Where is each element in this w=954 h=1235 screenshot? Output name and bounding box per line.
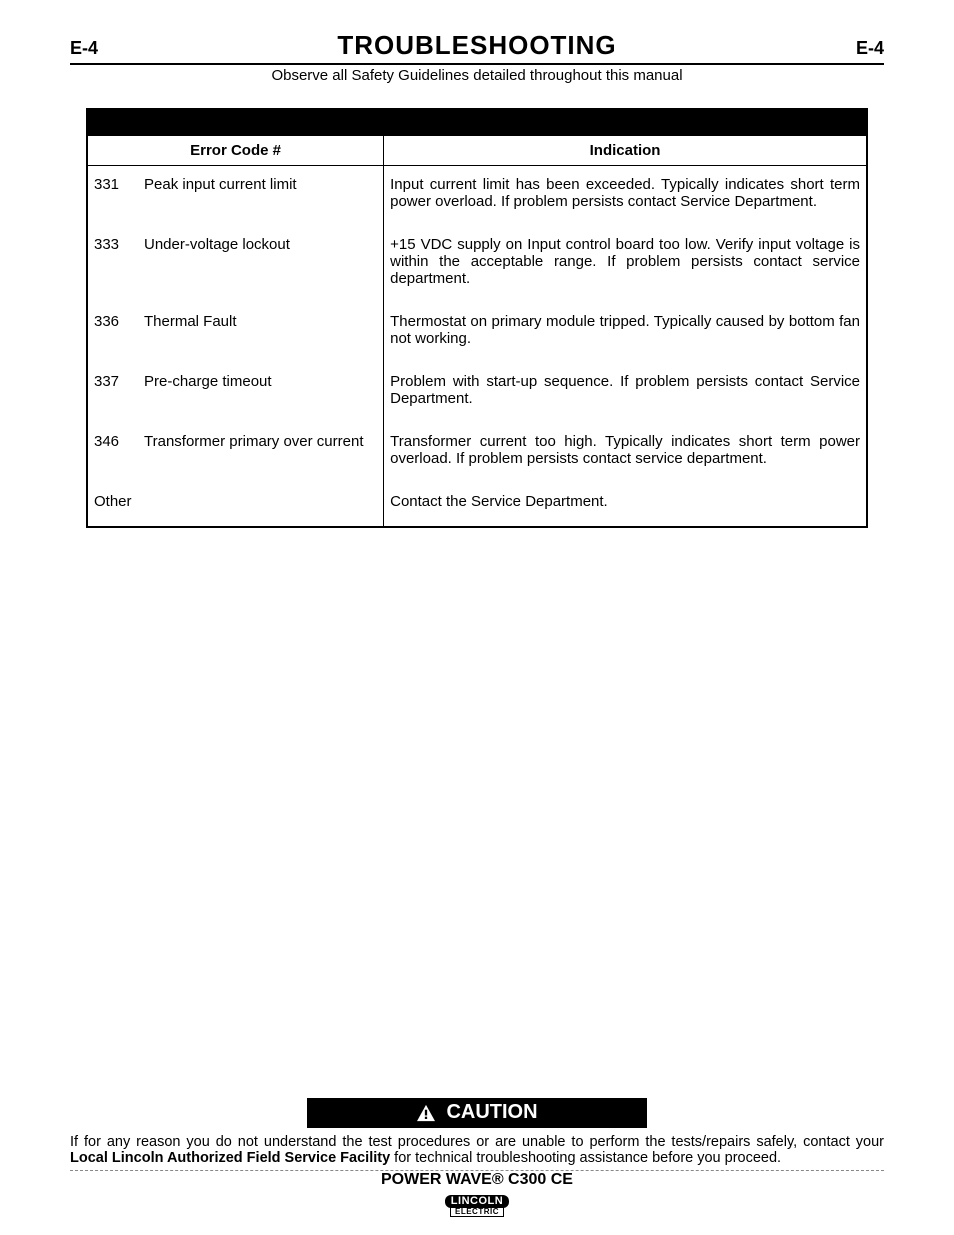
caution-section: CAUTION If for any reason you do not und…: [70, 1098, 884, 1171]
table-row: 333 Under-voltage lockout +15 VDC supply o…: [88, 226, 866, 303]
table-black-header-bar: [88, 110, 866, 136]
table-row: Other Contact the Service Department.: [88, 483, 866, 526]
table-body: 331 Peak input current limit Input current…: [88, 166, 866, 527]
page-number-left: E-4: [70, 38, 98, 59]
page-title: TROUBLESHOOTING: [337, 30, 616, 61]
logo-bottom-text: ELECTRIC: [450, 1207, 504, 1217]
caution-text-post: for technical troubleshooting assistance…: [390, 1150, 781, 1166]
table-row: 336 Thermal Fault Thermostat on primary mo…: [88, 303, 866, 363]
caution-text: If for any reason you do not understand …: [70, 1134, 884, 1171]
indication-cell: Problem with start-up sequence. If probl…: [384, 363, 866, 423]
indication-cell: Contact the Service Department.: [384, 483, 866, 526]
page-footer: POWER WAVE® C300 CE LINCOLN ELECTRIC: [0, 1171, 954, 1217]
error-code-cell: 331 Peak input current limit: [88, 166, 384, 227]
error-code-cell: 333 Under-voltage lockout: [88, 226, 384, 303]
error-code-table: Error Code # Indication 331 Peak input cu…: [88, 136, 866, 526]
caution-text-bold: Local Lincoln Authorized Field Service F…: [70, 1150, 390, 1166]
product-name: POWER WAVE® C300 CE: [0, 1171, 954, 1189]
indication-cell: Thermostat on primary module tripped. Ty…: [384, 303, 866, 363]
error-code-number: Other: [94, 493, 132, 510]
table-row: 331 Peak input current limit Input current…: [88, 166, 866, 227]
error-code-number: 346: [94, 433, 128, 450]
error-code-cell: 337 Pre-charge timeout: [88, 363, 384, 423]
page-subtitle: Observe all Safety Guidelines detailed t…: [70, 67, 884, 84]
indication-cell: Transformer current too high. Typically …: [384, 423, 866, 483]
error-code-name: Transformer primary over current: [144, 433, 364, 450]
caution-banner: CAUTION: [307, 1098, 647, 1128]
table-row: 337 Pre-charge timeout Problem with start-…: [88, 363, 866, 423]
error-code-number: 331: [94, 176, 128, 193]
warning-icon: [416, 1104, 436, 1122]
error-code-cell: 346 Transformer primary over current: [88, 423, 384, 483]
caution-label: CAUTION: [446, 1101, 537, 1124]
error-code-name: Under-voltage lockout: [144, 236, 290, 253]
error-code-name: Peak input current limit: [144, 176, 297, 193]
page-header: E-4 TROUBLESHOOTING E-4: [70, 30, 884, 65]
error-code-cell: Other: [88, 483, 384, 526]
table-header-row: Error Code # Indication: [88, 136, 866, 166]
caution-text-pre: If for any reason you do not understand …: [70, 1134, 884, 1150]
table-row: 346 Transformer primary over current Trans…: [88, 423, 866, 483]
header-indication: Indication: [384, 136, 866, 166]
error-code-name: Pre-charge timeout: [144, 373, 272, 390]
indication-cell: Input current limit has been exceeded. T…: [384, 166, 866, 227]
error-code-cell: 336 Thermal Fault: [88, 303, 384, 363]
header-error-code: Error Code #: [88, 136, 384, 166]
indication-cell: +15 VDC supply on Input control board to…: [384, 226, 866, 303]
brand-logo: LINCOLN ELECTRIC: [445, 1191, 509, 1217]
page-number-right: E-4: [856, 38, 884, 59]
error-code-number: 333: [94, 236, 128, 253]
error-code-name: Thermal Fault: [144, 313, 237, 330]
error-code-number: 336: [94, 313, 128, 330]
error-code-number: 337: [94, 373, 128, 390]
error-code-table-container: Error Code # Indication 331 Peak input cu…: [86, 108, 868, 528]
